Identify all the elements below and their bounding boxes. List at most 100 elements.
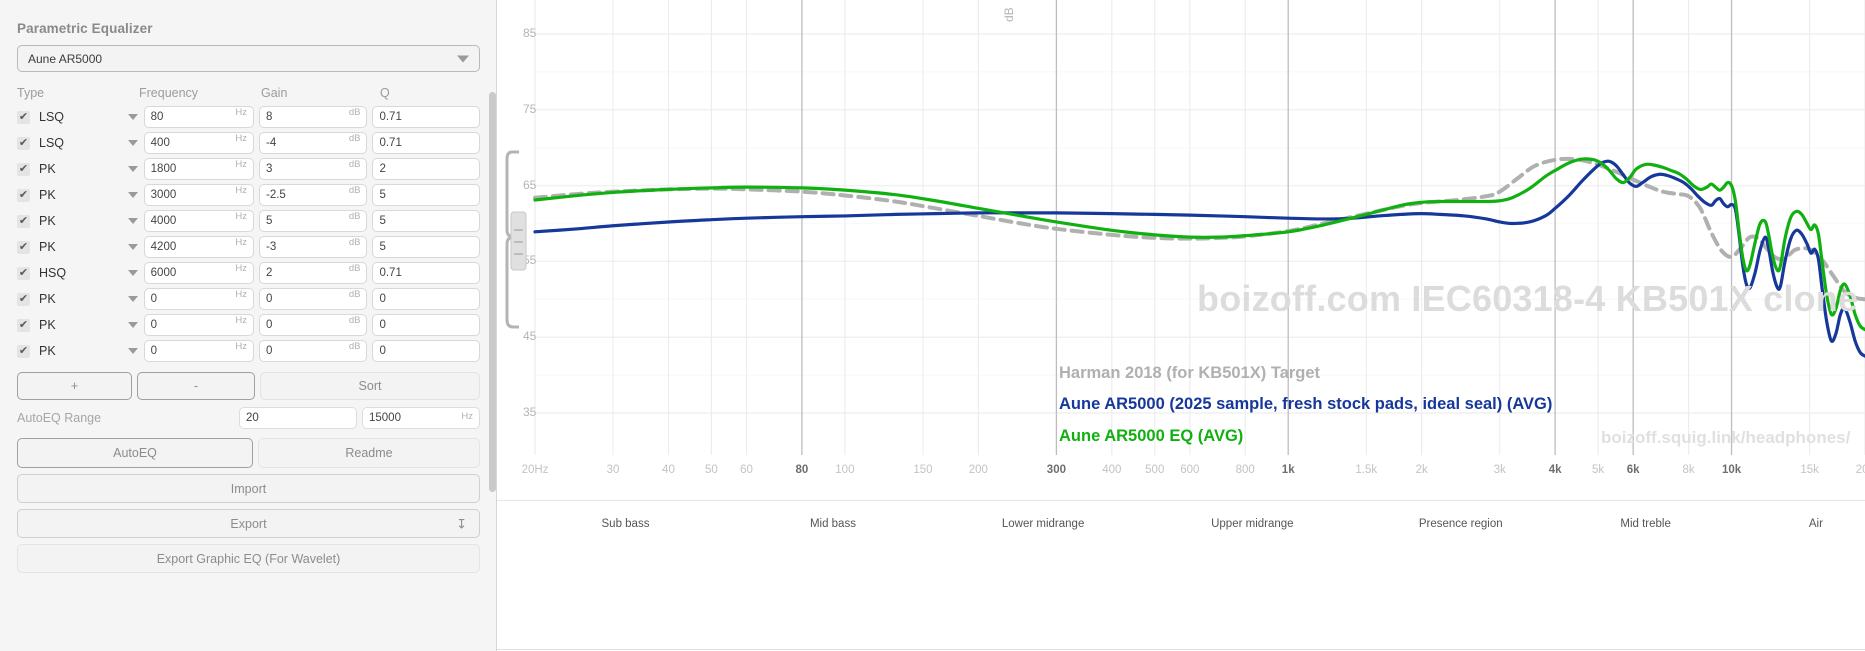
band-gain-input[interactable]: -4 dB bbox=[258, 132, 368, 154]
band-gain-input[interactable]: -3 dB bbox=[258, 236, 368, 258]
x-axis-tick-label: 100 bbox=[835, 464, 855, 476]
band-q-input[interactable]: 0 bbox=[372, 314, 480, 336]
band-enable-checkbox[interactable]: ✔ bbox=[17, 344, 30, 358]
band-type-select[interactable]: PK bbox=[39, 210, 144, 232]
band-enable-checkbox[interactable]: ✔ bbox=[17, 292, 30, 306]
y-range-drag-handle[interactable] bbox=[505, 150, 531, 330]
band-gain-value: 0 bbox=[265, 319, 273, 331]
page-title: Parametric Equalizer bbox=[17, 21, 153, 36]
band-type-value: PK bbox=[39, 240, 56, 254]
export-graphic-eq-button[interactable]: Export Graphic EQ (For Wavelet) bbox=[17, 544, 480, 573]
band-enable-checkbox[interactable]: ✔ bbox=[17, 136, 30, 150]
band-gain-input[interactable]: 0 dB bbox=[258, 288, 368, 310]
band-gain-input[interactable]: 3 dB bbox=[258, 158, 368, 180]
band-q-input[interactable]: 0 bbox=[372, 288, 480, 310]
sort-bands-button[interactable]: Sort bbox=[260, 372, 480, 400]
band-gain-input[interactable]: 2 dB bbox=[258, 262, 368, 284]
band-q-input[interactable]: 0.71 bbox=[372, 262, 480, 284]
x-axis-tick-label: 1k bbox=[1281, 464, 1295, 476]
panel-scrollbar[interactable] bbox=[489, 92, 496, 492]
band-q-input[interactable]: 2 bbox=[372, 158, 480, 180]
band-gain-input[interactable]: 0 dB bbox=[258, 314, 368, 336]
frequency-band-label: Mid treble bbox=[1620, 518, 1671, 530]
unit-db-label: dB bbox=[348, 289, 361, 300]
import-button[interactable]: Import bbox=[17, 474, 480, 503]
preset-select[interactable]: Aune AR5000 bbox=[17, 45, 480, 72]
band-frequency-input[interactable]: 4000 Hz bbox=[143, 210, 254, 232]
unit-hz-label: Hz bbox=[235, 289, 247, 300]
band-gain-input[interactable]: 8 dB bbox=[258, 106, 368, 128]
band-enable-checkbox[interactable]: ✔ bbox=[17, 188, 30, 202]
unit-hz-label: Hz bbox=[235, 159, 247, 170]
band-frequency-input[interactable]: 1800 Hz bbox=[143, 158, 254, 180]
band-frequency-value: 4200 bbox=[150, 241, 177, 253]
band-gain-input[interactable]: 0 dB bbox=[258, 340, 368, 362]
band-type-select[interactable]: LSQ bbox=[39, 132, 144, 154]
band-enable-checkbox[interactable]: ✔ bbox=[17, 266, 30, 280]
band-type-select[interactable]: LSQ bbox=[39, 106, 144, 128]
band-type-select[interactable]: PK bbox=[39, 340, 144, 362]
band-enable-checkbox[interactable]: ✔ bbox=[17, 240, 30, 254]
x-axis-tick-label: 15k bbox=[1800, 464, 1819, 476]
unit-db-label: dB bbox=[348, 133, 361, 144]
eq-band-row: ✔ PK 3000 Hz -2.5 dB 5 bbox=[17, 182, 480, 208]
band-q-input[interactable]: 0.71 bbox=[372, 106, 480, 128]
preset-select-value: Aune AR5000 bbox=[28, 51, 103, 66]
band-frequency-input[interactable]: 400 Hz bbox=[143, 132, 254, 154]
legend-item-measurement[interactable]: Aune AR5000 (2025 sample, fresh stock pa… bbox=[1059, 395, 1553, 413]
band-frequency-input[interactable]: 0 Hz bbox=[143, 340, 254, 362]
legend-item-target[interactable]: Harman 2018 (for KB501X) Target bbox=[1059, 364, 1321, 382]
chevron-down-icon bbox=[127, 218, 138, 224]
band-q-input[interactable]: 5 bbox=[372, 236, 480, 258]
band-enable-checkbox[interactable]: ✔ bbox=[17, 318, 30, 332]
autoeq-range-min-input[interactable]: 20 bbox=[239, 407, 357, 429]
export-button[interactable]: Export ↧ bbox=[17, 509, 480, 538]
band-frequency-input[interactable]: 80 Hz bbox=[143, 106, 254, 128]
band-frequency-input[interactable]: 4200 Hz bbox=[143, 236, 254, 258]
remove-band-button[interactable]: - bbox=[137, 372, 255, 400]
band-q-input[interactable]: 0 bbox=[372, 340, 480, 362]
autoeq-range-label: AutoEQ Range bbox=[17, 411, 102, 425]
band-enable-checkbox[interactable]: ✔ bbox=[17, 110, 30, 124]
band-q-input[interactable]: 0.71 bbox=[372, 132, 480, 154]
autoeq-range-max-input[interactable]: 15000 Hz bbox=[362, 407, 480, 429]
frequency-response-chart[interactable]: dB boizoff.com IEC60318-4 KB501X clone b… bbox=[497, 0, 1865, 651]
band-type-select[interactable]: PK bbox=[39, 158, 144, 180]
eq-band-row: ✔ LSQ 400 Hz -4 dB 0.71 bbox=[17, 130, 480, 156]
x-axis-tick-label: 2k bbox=[1415, 464, 1428, 476]
band-frequency-input[interactable]: 0 Hz bbox=[143, 288, 254, 310]
band-enable-checkbox[interactable]: ✔ bbox=[17, 162, 30, 176]
band-q-value: 0 bbox=[379, 345, 386, 357]
x-axis-tick-label: 600 bbox=[1180, 464, 1200, 476]
chevron-down-icon bbox=[127, 244, 138, 250]
band-type-select[interactable]: PK bbox=[39, 184, 144, 206]
x-axis-tick-label: 150 bbox=[913, 464, 933, 476]
legend-item-eq[interactable]: Aune AR5000 EQ (AVG) bbox=[1059, 427, 1244, 445]
band-action-buttons: + - Sort bbox=[17, 372, 480, 400]
band-type-select[interactable]: PK bbox=[39, 314, 144, 336]
band-q-input[interactable]: 5 bbox=[372, 184, 480, 206]
x-axis-tick-label: 400 bbox=[1102, 464, 1122, 476]
x-axis-tick-label: 20k bbox=[1855, 464, 1865, 476]
band-frequency-input[interactable]: 6000 Hz bbox=[143, 262, 254, 284]
download-icon[interactable]: ↧ bbox=[456, 516, 467, 531]
add-band-button[interactable]: + bbox=[17, 372, 132, 400]
band-gain-input[interactable]: -2.5 dB bbox=[258, 184, 368, 206]
band-type-select[interactable]: PK bbox=[39, 288, 144, 310]
band-type-select[interactable]: HSQ bbox=[39, 262, 144, 284]
y-axis-tick-label: 75 bbox=[523, 101, 537, 116]
readme-button[interactable]: Readme bbox=[258, 438, 480, 468]
band-frequency-value: 6000 bbox=[150, 267, 177, 279]
band-frequency-input[interactable]: 3000 Hz bbox=[143, 184, 254, 206]
autoeq-button[interactable]: AutoEQ bbox=[17, 438, 253, 468]
unit-hz-label: Hz bbox=[235, 211, 247, 222]
autoeq-readme-row: AutoEQ Readme bbox=[17, 438, 480, 468]
band-gain-input[interactable]: 5 dB bbox=[258, 210, 368, 232]
band-type-select[interactable]: PK bbox=[39, 236, 144, 258]
band-frequency-value: 4000 bbox=[150, 215, 177, 227]
plot-svg bbox=[533, 0, 1865, 455]
band-enable-checkbox[interactable]: ✔ bbox=[17, 214, 30, 228]
chevron-down-icon bbox=[127, 270, 138, 276]
band-frequency-input[interactable]: 0 Hz bbox=[143, 314, 254, 336]
band-q-input[interactable]: 5 bbox=[372, 210, 480, 232]
